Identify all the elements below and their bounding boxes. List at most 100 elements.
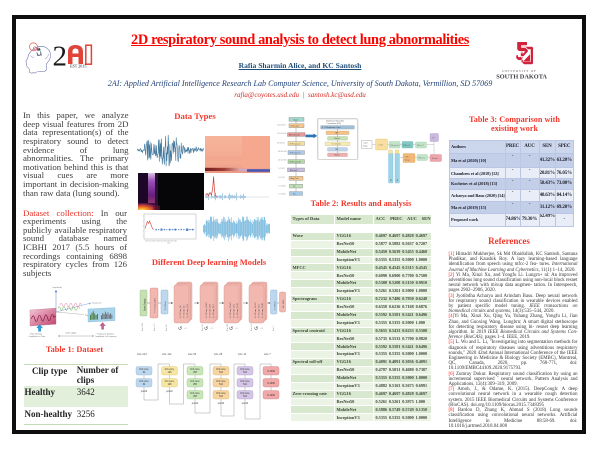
svg-text:frequency: frequency	[92, 302, 102, 305]
svg-text:3×3 Conv+B: 3×3 Conv+B	[290, 160, 302, 163]
svg-text:pool/2: pool/2	[141, 390, 148, 393]
svg-text:fc 4096: fc 4096	[267, 383, 275, 385]
svg-text:3×3 conv,: 3×3 conv,	[165, 368, 175, 371]
svg-text:3×3 conv,: 3×3 conv,	[190, 380, 200, 383]
svg-text:- 3: - 3	[184, 327, 187, 330]
svg-text:FC: FC	[293, 193, 296, 195]
svg-text:size 56: size 56	[188, 352, 197, 356]
svg-text:1×1 Conv, 128/2: 1×1 Conv, 128/2	[205, 302, 208, 318]
svg-text:BN +: BN +	[406, 156, 411, 158]
svg-text:1×1×1000: 1×1×1000	[278, 193, 286, 196]
svg-text:1×1 Conv, 1024: 1×1 Conv, 1024	[236, 302, 239, 318]
svg-text:224×224×3: 224×224×3	[277, 124, 286, 127]
svg-text:1×1 Conv, 512/2: 1×1 Conv, 512/2	[254, 302, 257, 318]
svg-text:3×3 Conv+2: 3×3 Conv+2	[290, 142, 302, 145]
svg-text:512: 512	[243, 396, 248, 398]
svg-text:512: 512	[243, 372, 248, 374]
svg-text:Time Domain: Time Domain	[30, 334, 43, 336]
svg-text:28×28×128: 28×28×128	[278, 150, 287, 153]
svg-text:Size 224: Size 224	[142, 322, 144, 331]
svg-text:512: 512	[219, 372, 224, 374]
svg-text:fc 4096: fc 4096	[267, 371, 275, 373]
svg-text:56×56×64: 56×56×64	[277, 142, 285, 145]
svg-text:DS unit ×2: DS unit ×2	[391, 144, 400, 147]
svg-text:BN GaP: BN GaP	[290, 170, 298, 172]
svg-text:256: 256	[193, 384, 198, 386]
svg-text:2×2 Pool: 2×2 Pool	[164, 301, 167, 310]
svg-text:3×3 conv,: 3×3 conv,	[240, 380, 250, 383]
svg-text:0:00 0:01 0:02 0:03 0:04: 0:00 0:01 0:02 0:03 0:04 0:05 0:06 0:07 …	[145, 240, 177, 242]
svg-text:- 5: - 5	[235, 327, 238, 330]
svg-text:↺: ↺	[229, 326, 233, 332]
svg-text:maxp: maxp	[405, 159, 409, 161]
svg-text:- 2: - 2	[260, 327, 263, 330]
svg-text:7×7×512: 7×7×512	[278, 167, 285, 170]
svg-text:Amplitude: Amplitude	[52, 286, 62, 289]
svg-text:3×3 Conv, 256: 3×3 Conv, 256	[233, 304, 236, 318]
svg-text:256: 256	[193, 372, 198, 374]
svg-text:Time: Time	[167, 242, 171, 244]
svg-text:SOUTH DAKOTA: SOUTH DAKOTA	[496, 74, 547, 80]
svg-text:DS b ×2: DS b ×2	[404, 144, 411, 147]
svg-text:3×3 conv,: 3×3 conv,	[216, 380, 226, 383]
svg-text:1×1 Conv, 2048: 1×1 Conv, 2048	[261, 302, 264, 318]
svg-text:↺: ↺	[254, 326, 258, 332]
svg-text:ReLU: ReLU	[335, 155, 340, 157]
svg-text:3×3 conv,: 3×3 conv,	[240, 368, 250, 371]
svg-text:128: 128	[168, 384, 173, 386]
svg-text:256: 256	[193, 396, 198, 398]
svg-text:fc 4096: fc 4096	[267, 395, 275, 397]
svg-text:FC: FC	[433, 138, 436, 140]
svg-text:BN: BN	[336, 149, 339, 151]
svg-text:3×3 conv,: 3×3 conv,	[165, 380, 175, 383]
svg-text:Avg Pool: Avg Pool	[291, 177, 300, 180]
svg-text:512: 512	[243, 384, 248, 386]
svg-text:7×7×512: 7×7×512	[278, 176, 285, 179]
svg-text:3×3 Conv, 64: 3×3 Conv, 64	[179, 305, 182, 318]
svg-text:Size 112: Size 112	[154, 323, 156, 331]
svg-text:64: 64	[143, 384, 146, 386]
svg-text:Depthwise Separable: Depthwise Separable	[326, 120, 344, 123]
svg-text:FC 1000: FC 1000	[282, 299, 285, 308]
svg-text:Audio signal: Audio signal	[65, 332, 77, 335]
svg-text:image: image	[363, 145, 368, 147]
svg-text:DS: DS	[390, 179, 392, 181]
svg-text:↺: ↺	[178, 326, 182, 332]
svg-text:DS u ×1: DS u ×1	[419, 157, 426, 160]
svg-text:EST 2015: EST 2015	[70, 63, 86, 68]
svg-text:Amplitude vs Frequency: Amplitude vs Frequency	[95, 335, 118, 338]
svg-text:112×112×64: 112×112×64	[277, 132, 286, 135]
svg-text:Convolution (DS): Convolution (DS)	[327, 122, 342, 125]
svg-text:pool/2: pool/2	[192, 402, 199, 405]
svg-text:UNIVERSITY OF: UNIVERSITY OF	[502, 69, 536, 73]
svg-text:3×3 conv,: 3×3 conv,	[190, 368, 200, 371]
svg-text:3×3 conv,: 3×3 conv,	[240, 392, 250, 395]
svg-text:3×3 Conv+2: 3×3 Conv+2	[290, 151, 302, 154]
svg-text:Size 14: Size 14	[251, 324, 253, 331]
svg-text:3×3 conv,: 3×3 conv,	[139, 368, 149, 371]
svg-text:1×1 Conv, 256/2: 1×1 Conv, 256/2	[229, 302, 232, 318]
svg-text:FC: FC	[293, 186, 296, 188]
svg-text:pool/2: pool/2	[218, 402, 225, 405]
svg-text:3×3 Conv: 3×3 Conv	[291, 125, 300, 128]
svg-text:DS u ×2: DS u ×2	[417, 144, 424, 147]
svg-text:size 224: size 224	[137, 352, 147, 356]
svg-text:3×3 Conv, 512: 3×3 Conv, 512	[258, 304, 261, 318]
svg-text:3 × 3 Depthwise Conv: 3 × 3 Depthwise Conv	[322, 126, 341, 129]
svg-text:Results: Results	[432, 158, 438, 160]
svg-text:Size 56: Size 56	[166, 324, 168, 331]
svg-text:14×14×256: 14×14×256	[278, 159, 287, 162]
svg-text:3×3 conv,: 3×3 conv,	[190, 392, 200, 395]
svg-text:1×1 Conv, 256: 1×1 Conv, 256	[186, 304, 189, 318]
svg-text:2×2 Pool: 2×2 Pool	[274, 301, 277, 310]
svg-text:1 × 1 Conv: 1 × 1 Conv	[332, 143, 341, 146]
svg-text:512: 512	[219, 396, 224, 398]
svg-text:Amplitude vs Time: Amplitude vs Time	[29, 335, 46, 338]
svg-text:size 28: size 28	[214, 352, 223, 356]
svg-text:Input: Input	[294, 118, 299, 121]
svg-text:7×7 Conv, 64/2: 7×7 Conv, 64/2	[154, 297, 157, 313]
svg-text:64: 64	[143, 372, 146, 374]
svg-text:2: 2	[53, 41, 68, 73]
svg-text:- 3: - 3	[210, 327, 213, 330]
svg-text:1×1 Conv, 512: 1×1 Conv, 512	[212, 304, 215, 318]
